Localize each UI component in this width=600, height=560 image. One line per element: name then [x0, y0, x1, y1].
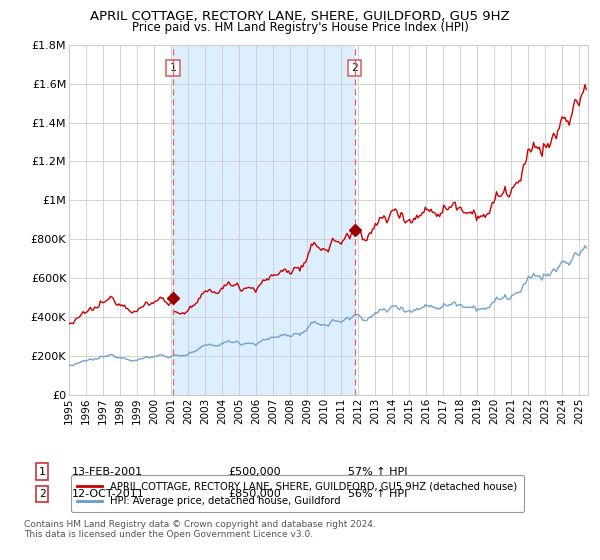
Text: Price paid vs. HM Land Registry's House Price Index (HPI): Price paid vs. HM Land Registry's House …	[131, 21, 469, 34]
Text: 57% ↑ HPI: 57% ↑ HPI	[348, 466, 407, 477]
Text: 13-FEB-2001: 13-FEB-2001	[72, 466, 143, 477]
Legend: APRIL COTTAGE, RECTORY LANE, SHERE, GUILDFORD, GU5 9HZ (detached house), HPI: Av: APRIL COTTAGE, RECTORY LANE, SHERE, GUIL…	[71, 475, 524, 512]
Bar	[173, 45, 355, 395]
Text: 1: 1	[38, 466, 46, 477]
Text: APRIL COTTAGE, RECTORY LANE, SHERE, GUILDFORD, GU5 9HZ: APRIL COTTAGE, RECTORY LANE, SHERE, GUIL…	[90, 10, 510, 23]
Text: £500,000: £500,000	[228, 466, 281, 477]
Text: 2: 2	[352, 63, 358, 73]
Text: 1: 1	[170, 63, 176, 73]
Text: £850,000: £850,000	[228, 489, 281, 499]
Text: 2: 2	[38, 489, 46, 499]
Text: 12-OCT-2011: 12-OCT-2011	[72, 489, 145, 499]
Text: 56% ↑ HPI: 56% ↑ HPI	[348, 489, 407, 499]
Text: Contains HM Land Registry data © Crown copyright and database right 2024.
This d: Contains HM Land Registry data © Crown c…	[24, 520, 376, 539]
